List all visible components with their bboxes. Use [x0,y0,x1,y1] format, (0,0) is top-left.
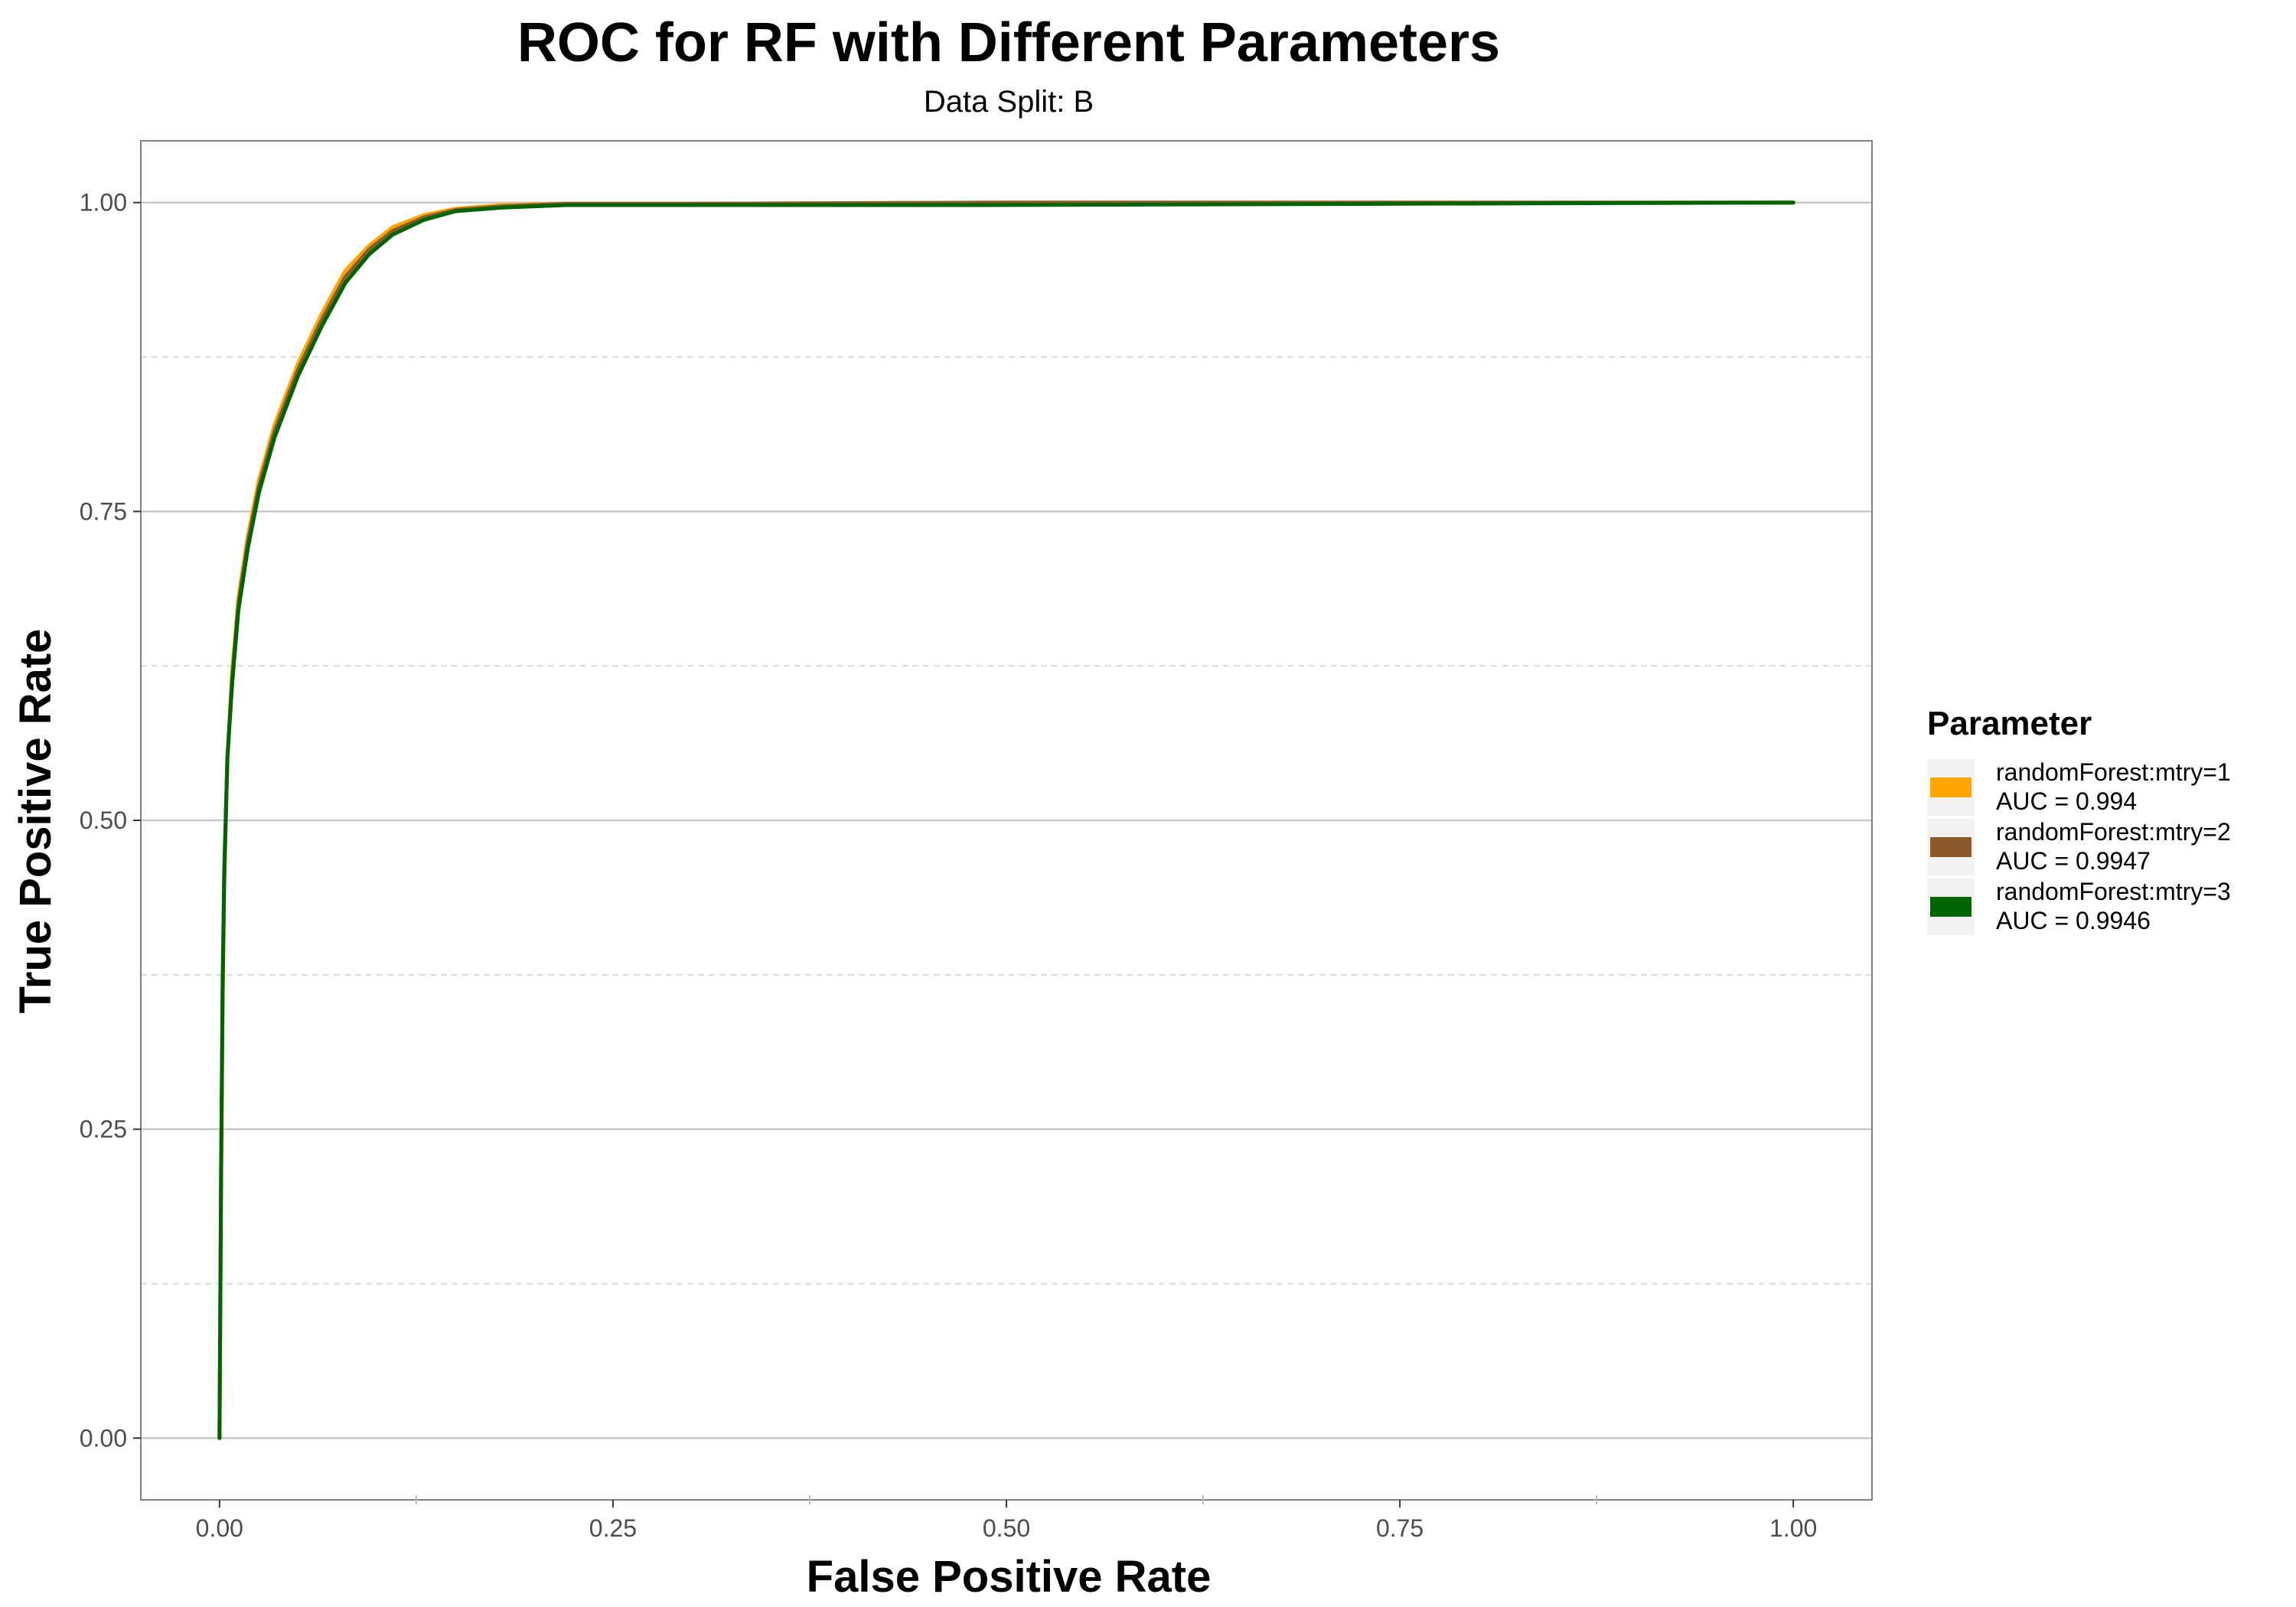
roc-line-randomforest-mtry-3 [217,200,1795,1440]
legend-auc-label: AUC = 0.9946 [1996,907,2151,934]
legend-swatch [1930,837,1971,857]
x-tick-label: 0.75 [1376,1514,1424,1542]
x-tick-label: 0.25 [589,1514,637,1542]
x-tick-label: 0.00 [196,1514,243,1542]
y-tick-label: 0.75 [80,497,127,525]
y-tick-label: 0.50 [80,807,127,834]
x-tick-label: 1.00 [1769,1514,1817,1542]
legend-auc-label: AUC = 0.9947 [1996,847,2151,875]
y-tick-label: 1.00 [80,189,127,217]
legend-label: randomForest:mtry=1 [1996,758,2231,786]
legend-swatch [1930,897,1971,917]
legend-label: randomForest:mtry=2 [1996,818,2231,846]
x-axis-title: False Positive Rate [807,1552,1212,1602]
y-tick-label: 0.00 [80,1424,127,1452]
y-axis-title: True Positive Rate [11,629,60,1014]
x-tick-label: 0.50 [983,1514,1030,1542]
legend-swatch [1930,777,1971,797]
plot-panel: 0.00 0.25 0.50 0.75 1.00 0.00 0.25 0.50 0.75 1.00 [80,140,1873,1542]
legend-auc-label: AUC = 0.994 [1996,787,2137,815]
legend-label: randomForest:mtry=3 [1996,878,2231,905]
legend-title: Parameter [1927,705,2092,742]
chart-subtitle: Data Split: B [924,85,1094,119]
y-tick-label: 0.25 [80,1116,127,1143]
chart-title: ROC for RF with Different Parameters [517,12,1500,73]
